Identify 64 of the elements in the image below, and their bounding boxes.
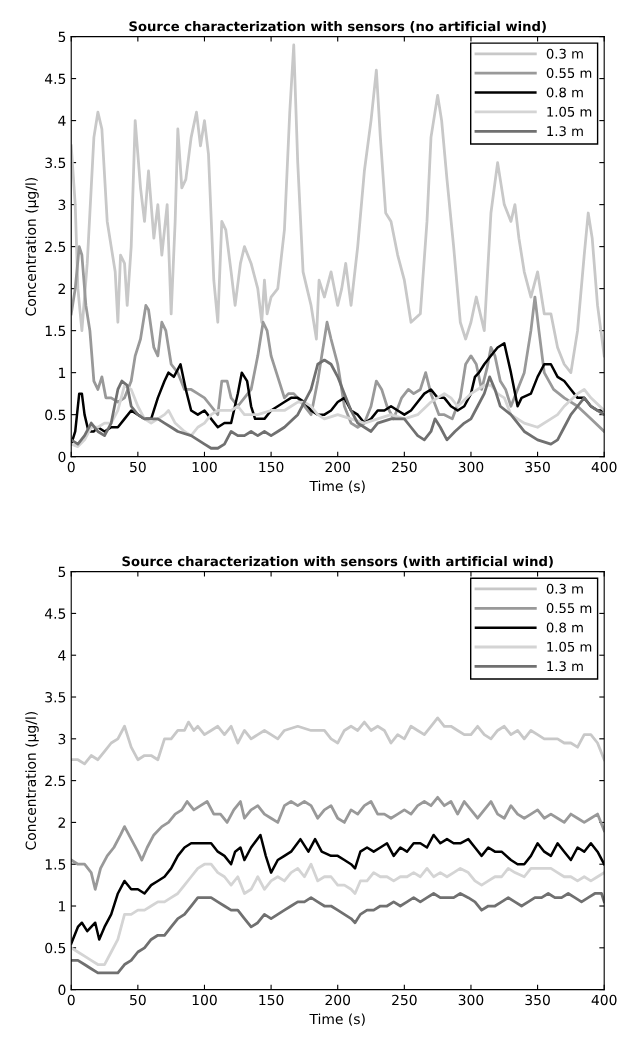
y-tick-label: 4.5 (44, 73, 66, 85)
y-tick-label: 1 (59, 367, 66, 378)
legend-label: 0.3 m (546, 48, 583, 59)
y-tick-label: 3.5 (45, 157, 66, 169)
y-tick-label: 4 (58, 115, 66, 126)
line-series (71, 245, 605, 433)
x-axis-title: Time (s) (309, 480, 365, 493)
legend-label: 0.8 m (546, 622, 583, 633)
legend-label: 0.55 m (546, 68, 592, 79)
y-tick-label: 0 (58, 984, 66, 996)
x-tick-label: 300 (458, 461, 484, 473)
chart-title: Source characterization with sensors (no artificial wind) (129, 20, 546, 33)
line-series (71, 43, 605, 375)
chart-title: Source characterization with sensors (with artificial wind) (122, 556, 553, 568)
y-tick-label: 0.5 (45, 409, 66, 421)
x-tick-label: 300 (458, 994, 484, 1006)
line-series (71, 716, 605, 766)
x-tick-label: 50 (130, 994, 146, 1006)
x-tick-label: 400 (591, 461, 617, 473)
x-tick-label: 200 (325, 994, 351, 1006)
x-tick-label: 0 (67, 461, 75, 473)
y-tick-label: 2 (58, 817, 65, 828)
y-tick-label: 0.5 (45, 942, 66, 954)
y-tick-label: 3.5 (45, 691, 66, 703)
y-axis-title: Concentration (μg/l) (25, 711, 39, 850)
y-tick-label: 5 (58, 31, 66, 43)
y-tick-label: 5 (58, 566, 66, 578)
legend-label: 1.05 m (547, 106, 592, 117)
legend-label: 1.3 m (547, 661, 583, 672)
x-tick-label: 150 (259, 994, 284, 1006)
x-axis-title: Time (s) (309, 1013, 365, 1026)
line-series (71, 795, 605, 891)
y-tick-label: 3 (58, 733, 66, 745)
x-tick-label: 50 (130, 461, 146, 473)
legend-label: 1.3 m (547, 126, 583, 137)
y-tick-label: 2.5 (45, 241, 66, 253)
x-tick-label: 250 (392, 994, 417, 1006)
legend-label: 0.3 m (546, 583, 583, 594)
x-tick-label: 100 (192, 994, 217, 1006)
y-tick-label: 4.5 (44, 608, 66, 619)
legend-label: 1.05 m (547, 641, 592, 652)
line-series (71, 383, 605, 448)
y-axis-title: Concentration (μg/l) (25, 177, 39, 316)
x-tick-label: 200 (325, 461, 351, 473)
line-series (71, 862, 605, 966)
y-tick-label: 4 (58, 650, 66, 661)
y-tick-label: 1.5 (45, 325, 66, 337)
x-tick-label: 150 (259, 461, 284, 473)
legend-label: 0.8 m (546, 87, 583, 98)
x-tick-label: 350 (525, 461, 550, 473)
y-tick-label: 1.5 (45, 859, 66, 870)
x-tick-label: 100 (192, 461, 217, 473)
x-tick-label: 0 (67, 994, 75, 1006)
x-tick-label: 400 (591, 994, 617, 1006)
line-series (71, 892, 605, 975)
x-tick-label: 350 (525, 994, 550, 1006)
y-tick-label: 2 (58, 283, 65, 294)
x-tick-label: 250 (392, 461, 417, 473)
y-tick-label: 1 (59, 901, 66, 912)
y-tick-label: 0 (58, 451, 66, 463)
legend-label: 0.55 m (546, 603, 592, 614)
line-series (71, 358, 605, 450)
y-tick-label: 2.5 (45, 775, 66, 787)
y-tick-label: 3 (58, 199, 66, 211)
